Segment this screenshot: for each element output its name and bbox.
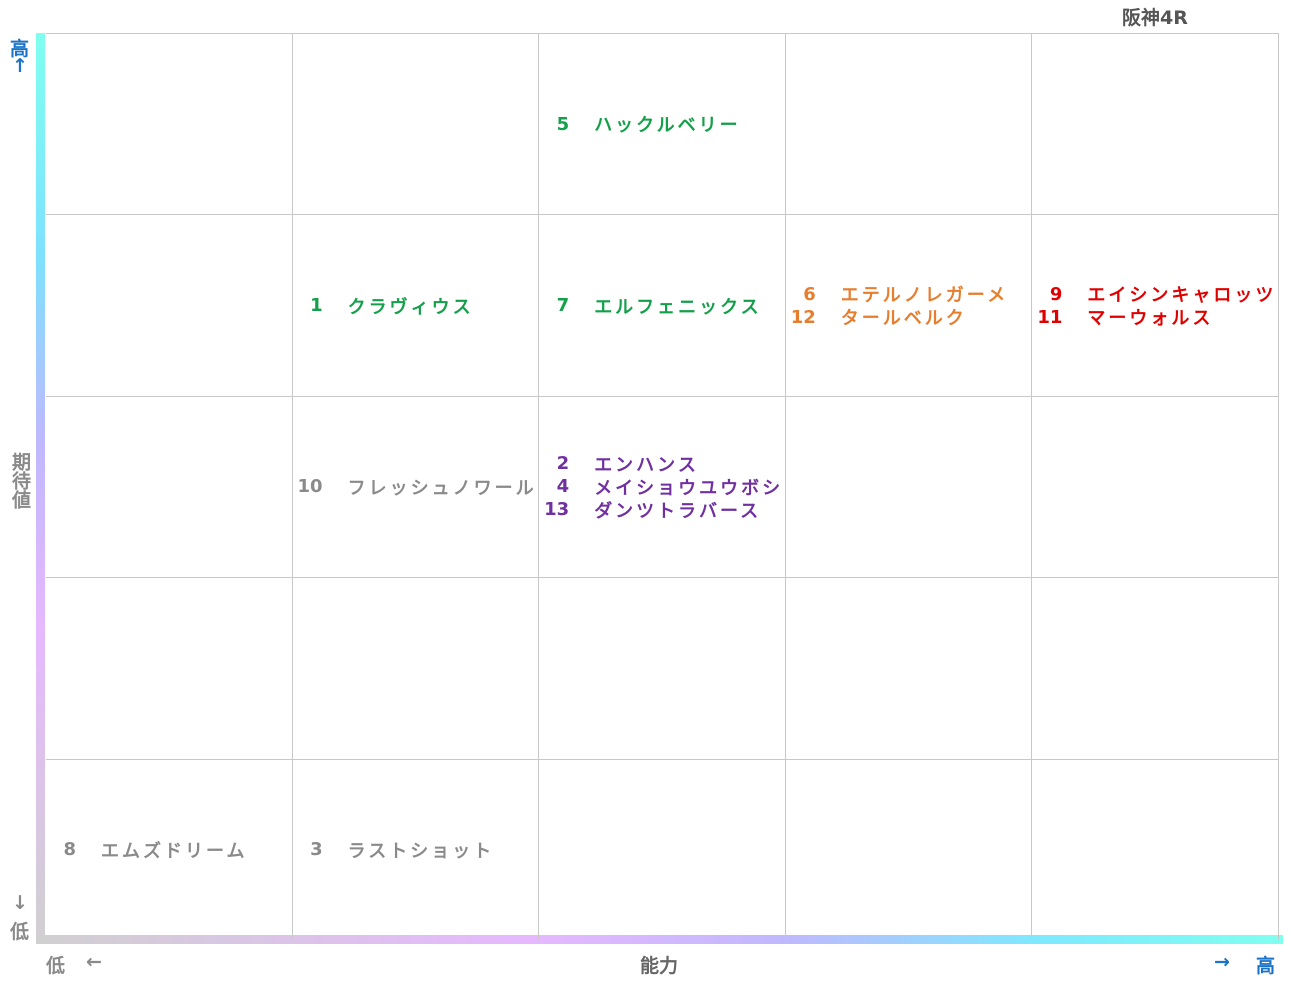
entry: 1 クラヴィウス xyxy=(293,294,539,318)
horse-name: ラストショット xyxy=(347,840,495,862)
cell: 1 クラヴィウス xyxy=(292,214,540,396)
cell xyxy=(1032,395,1279,578)
entry: 13 ダンツトラバース xyxy=(539,498,785,522)
cell xyxy=(46,214,293,396)
cell xyxy=(46,577,293,759)
entry: 9 エイシンキャロッツ xyxy=(1032,283,1278,307)
horse-name: エテルノレガーメ xyxy=(840,285,1009,307)
cell xyxy=(46,33,293,215)
cell: 8 エムズドリーム xyxy=(46,758,293,940)
cell: 7 エルフェニックス xyxy=(539,214,786,396)
y-down-arrow: ↓ xyxy=(12,892,28,914)
entry: 2 エンハンス xyxy=(539,452,785,476)
horse-number: 10 xyxy=(297,476,323,498)
horse-number: 11 xyxy=(1037,306,1063,328)
y-label: 期待値 xyxy=(9,452,31,509)
y-low: 低 xyxy=(10,921,30,943)
cell xyxy=(1032,577,1279,759)
cell xyxy=(292,33,540,215)
horse-number: 7 xyxy=(556,295,570,317)
entry: 4 メイショウユウボシ xyxy=(539,475,785,499)
horse-number: 6 xyxy=(803,283,816,305)
horse-name: メイショウユウボシ xyxy=(594,477,784,499)
x-high: 高 xyxy=(1256,955,1276,977)
entry: 10 フレッシュノワール xyxy=(293,475,539,499)
horse-number: 5 xyxy=(556,113,570,135)
cell xyxy=(539,758,786,940)
horse-name: エムズドリーム xyxy=(101,840,248,862)
horse-number: 1 xyxy=(310,295,323,317)
grid: 5 ハックルベリー 1 クラヴィウス 7 エルフェニックス 6 エテルノレガーメ 12 タールベル… xyxy=(46,33,1279,940)
horse-name: タールベルク xyxy=(840,308,967,330)
cell xyxy=(46,395,293,578)
horse-name: エイシンキャロッツ xyxy=(1087,285,1277,307)
entry: 12 タールベルク xyxy=(786,306,1032,330)
x-label: 能力 xyxy=(640,955,679,977)
cell xyxy=(785,758,1033,940)
entry: 8 エムズドリーム xyxy=(46,838,292,862)
x-left-arrow: ← xyxy=(86,951,102,973)
x-right-arrow: → xyxy=(1214,951,1230,973)
horse-number: 12 xyxy=(790,306,816,328)
cell xyxy=(1032,33,1279,215)
y-high: 高 xyxy=(10,38,30,60)
cell xyxy=(1032,758,1279,940)
x-low: 低 xyxy=(46,955,66,977)
cell: 9 エイシンキャロッツ 11 マーウォルス xyxy=(1032,214,1279,396)
horse-name: ハックルベリー xyxy=(594,115,741,137)
y-up-arrow: ↑ xyxy=(12,55,28,77)
entry: 3 ラストショット xyxy=(293,838,539,862)
horse-number: 9 xyxy=(1049,283,1063,305)
cell xyxy=(292,577,540,759)
horse-number: 2 xyxy=(556,453,570,475)
cell: 10 フレッシュノワール xyxy=(292,395,540,578)
cell xyxy=(785,577,1033,759)
entry: 11 マーウォルス xyxy=(1032,306,1278,330)
horse-number: 4 xyxy=(556,476,570,498)
entry: 5 ハックルベリー xyxy=(539,113,785,137)
cell: 2 エンハンス 4 メイショウユウボシ 13 ダンツトラバース xyxy=(539,395,786,578)
entry: 6 エテルノレガーメ xyxy=(786,283,1032,307)
cell xyxy=(785,395,1033,578)
horse-name: フレッシュノワール xyxy=(347,477,537,499)
cell xyxy=(539,577,786,759)
horse-number: 8 xyxy=(63,839,76,861)
title: 阪神4R xyxy=(1122,7,1188,29)
horse-name: ダンツトラバース xyxy=(594,500,762,522)
cell xyxy=(785,33,1033,215)
cell: 3 ラストショット xyxy=(292,758,540,940)
horse-name: エルフェニックス xyxy=(594,296,762,318)
x-axis-bar xyxy=(36,935,1283,944)
cell: 5 ハックルベリー xyxy=(539,33,786,215)
horse-number: 3 xyxy=(310,839,323,861)
cell: 6 エテルノレガーメ 12 タールベルク xyxy=(785,214,1033,396)
horse-name: マーウォルス xyxy=(1087,308,1214,330)
horse-number: 13 xyxy=(544,499,570,521)
horse-name: エンハンス xyxy=(594,454,699,476)
y-axis-bar xyxy=(36,33,45,944)
horse-name: クラヴィウス xyxy=(347,296,474,318)
entry: 7 エルフェニックス xyxy=(539,294,785,318)
